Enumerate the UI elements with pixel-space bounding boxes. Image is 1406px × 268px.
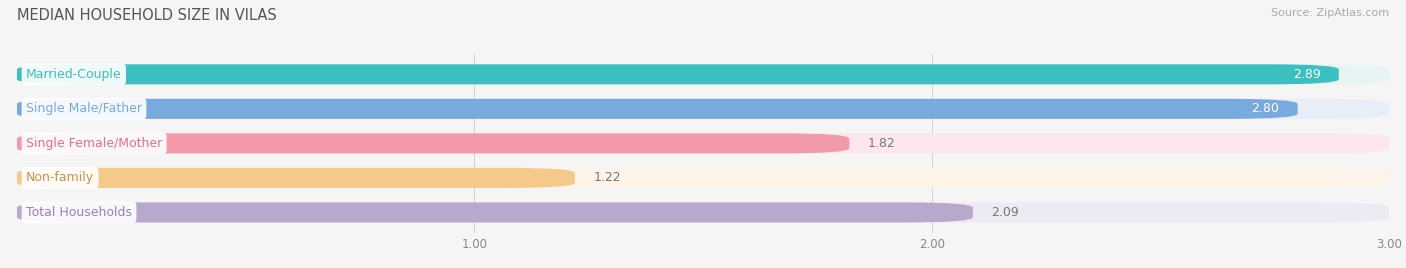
Text: Source: ZipAtlas.com: Source: ZipAtlas.com (1271, 8, 1389, 18)
Text: 2.09: 2.09 (991, 206, 1019, 219)
FancyBboxPatch shape (17, 99, 1298, 119)
FancyBboxPatch shape (17, 99, 1389, 119)
Text: 2.89: 2.89 (1292, 68, 1320, 81)
Text: 1.82: 1.82 (868, 137, 896, 150)
FancyBboxPatch shape (17, 64, 1389, 84)
FancyBboxPatch shape (17, 64, 1339, 84)
FancyBboxPatch shape (17, 202, 1389, 222)
FancyBboxPatch shape (17, 168, 575, 188)
FancyBboxPatch shape (17, 133, 849, 153)
Text: MEDIAN HOUSEHOLD SIZE IN VILAS: MEDIAN HOUSEHOLD SIZE IN VILAS (17, 8, 277, 23)
FancyBboxPatch shape (17, 133, 1389, 153)
Text: Total Households: Total Households (27, 206, 132, 219)
FancyBboxPatch shape (17, 202, 973, 222)
Text: Single Female/Mother: Single Female/Mother (27, 137, 162, 150)
Text: Married-Couple: Married-Couple (27, 68, 122, 81)
FancyBboxPatch shape (17, 168, 1389, 188)
Text: 1.22: 1.22 (593, 172, 621, 184)
Text: Single Male/Father: Single Male/Father (27, 102, 142, 115)
Text: 2.80: 2.80 (1251, 102, 1279, 115)
Text: Non-family: Non-family (27, 172, 94, 184)
